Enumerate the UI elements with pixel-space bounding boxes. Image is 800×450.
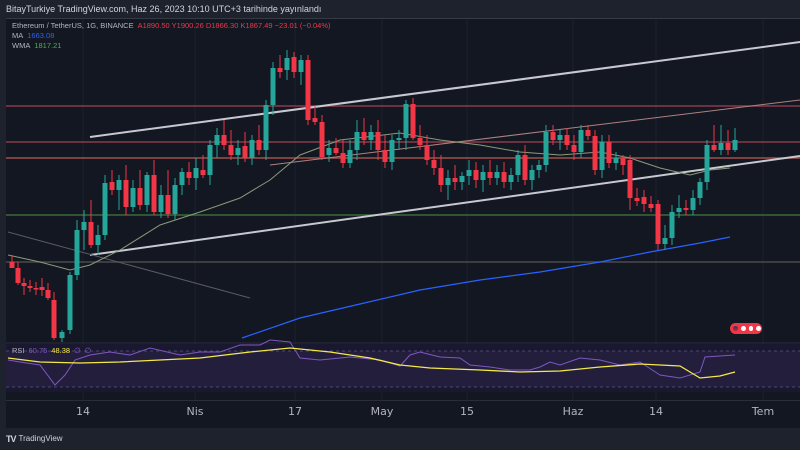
wma-value: 1817.21: [34, 41, 62, 50]
wma-row: WMA 1817.21: [12, 41, 331, 51]
tradingview-logo-icon: TV: [6, 434, 16, 444]
rsi-extra-1: ∅: [74, 346, 81, 355]
time-axis[interactable]: 14 Nis 17 May 15 Haz 14 Tem: [6, 400, 800, 428]
symbol-row: Ethereum / TetherUS, 1G, BINANCE A1890.5…: [12, 21, 331, 31]
time-axis-label: 15: [460, 405, 474, 418]
publish-text: BitayTurkiye TradingView.com, Haz 26, 20…: [6, 4, 322, 14]
ma-row: MA 1663.08: [12, 31, 331, 41]
rsi-extra-2: ∅: [84, 346, 92, 355]
time-axis-label: 17: [288, 405, 302, 418]
symbol-label[interactable]: Ethereum / TetherUS, 1G, BINANCE: [12, 21, 134, 30]
ma-value: 1663.08: [27, 31, 55, 40]
rsi-label[interactable]: RSI: [12, 346, 25, 355]
rsi-ma-value: 48.38: [51, 346, 71, 355]
ohlc-values: A1890.50 Y1900.26 D1866.30 K1867.49 −23.…: [137, 21, 331, 30]
time-axis-label: Haz: [562, 405, 584, 418]
time-axis-label: Tem: [751, 405, 775, 418]
chart-legend: Ethereum / TetherUS, 1G, BINANCE A1890.5…: [12, 21, 331, 51]
brand-name: TradingView: [18, 434, 63, 443]
ma-label[interactable]: MA: [12, 31, 24, 40]
event-dot-icon: [755, 325, 762, 332]
rsi-value: 60.75: [28, 346, 48, 355]
events-badge[interactable]: [730, 323, 762, 334]
rsi-legend: RSI 60.75 48.38 ∅ ∅: [12, 346, 91, 355]
event-dot-icon: [739, 325, 747, 332]
time-axis-label: May: [370, 405, 394, 418]
time-axis-label: Nis: [186, 405, 204, 418]
publish-info-bar: BitayTurkiye TradingView.com, Haz 26, 20…: [0, 0, 800, 18]
wma-label[interactable]: WMA: [12, 41, 31, 50]
event-dot-icon: [747, 325, 755, 332]
time-axis-label: 14: [76, 405, 90, 418]
us-flag-icon: [732, 325, 739, 332]
footer-bar: TV TradingView: [0, 428, 800, 450]
time-axis-label: 14: [649, 405, 663, 418]
